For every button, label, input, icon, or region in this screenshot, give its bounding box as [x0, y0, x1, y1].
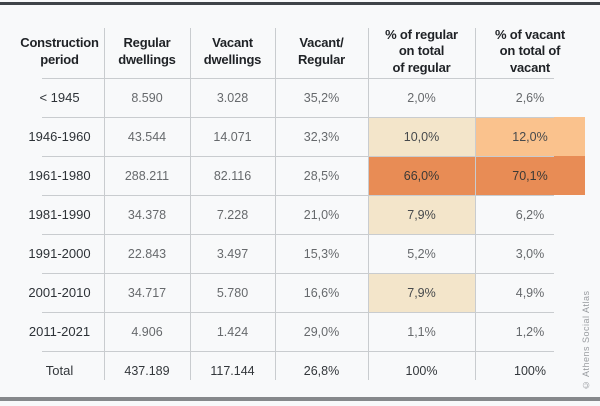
cell-pct-regular: 1,1%	[407, 324, 436, 339]
cell-pct-regular: 5,2%	[407, 246, 436, 261]
cell-vacant-regular-ratio: 28,5%	[303, 168, 340, 183]
dwellings-table: Construction period Regular dwellings Va…	[15, 25, 585, 390]
cell-pct-vacant-highlighted: 70,1%	[475, 156, 585, 195]
top-border-rule	[0, 2, 600, 5]
grid-line	[42, 273, 554, 274]
cell-vacant-regular-ratio: 32,3%	[303, 129, 340, 144]
cell-pct-regular: 100%	[405, 363, 438, 378]
col-header-construction-period: Construction period	[20, 35, 99, 67]
cell-regular-dwellings: 8.590	[131, 90, 163, 105]
grid-line	[475, 28, 476, 380]
table-row: 2011-2021 4.906 1.424 29,0% 1,1% 1,2%	[15, 312, 585, 351]
cell-period: 2001-2010	[28, 285, 91, 300]
cell-regular-dwellings: 4.906	[131, 324, 163, 339]
cell-vacant-dwellings: 5.780	[216, 285, 249, 300]
table-header-row: Construction period Regular dwellings Va…	[15, 25, 585, 78]
cell-pct-regular-highlighted: 66,0%	[368, 156, 475, 195]
col-header-pct-vacant: % of vacant on total of vacant	[494, 27, 566, 75]
cell-vacant-regular-ratio: 16,6%	[303, 285, 340, 300]
cell-period: 1961-1980	[28, 168, 91, 183]
cell-vacant-regular-ratio: 29,0%	[303, 324, 340, 339]
col-header-vacant-dwellings: Vacant dwellings	[203, 35, 262, 67]
grid-line	[42, 351, 554, 352]
cell-vacant-dwellings: 82.116	[213, 168, 252, 183]
grid-line	[42, 156, 554, 157]
grid-line	[275, 28, 276, 380]
cell-period: 1981-1990	[28, 207, 91, 222]
col-header-vacant-regular-ratio: Vacant/ Regular	[297, 35, 345, 67]
col-header-pct-regular: % of regular on total of regular	[385, 27, 458, 75]
cell-vacant-regular-ratio: 21,0%	[303, 207, 340, 222]
table-row: 1946-1960 43.544 14.071 32,3% 10,0% 12,0…	[15, 117, 585, 156]
cell-regular-dwellings: 34.378	[127, 207, 167, 222]
attribution-text: © Athens Social Atlas	[581, 290, 591, 390]
table-row: 1961-1980 288.211 82.116 28,5% 66,0% 70,…	[15, 156, 585, 195]
bottom-border-rule	[0, 397, 600, 401]
cell-regular-dwellings: 43.544	[127, 129, 167, 144]
grid-line	[104, 28, 105, 380]
cell-pct-vacant: 100%	[514, 363, 546, 378]
cell-pct-regular-highlighted: 7,9%	[368, 195, 475, 234]
cell-period: 1991-2000	[28, 246, 91, 261]
cell-regular-dwellings: 22.843	[127, 246, 167, 261]
cell-pct-vacant: 4,9%	[515, 285, 545, 300]
table-row: < 1945 8.590 3.028 35,2% 2,0% 2,6%	[15, 78, 585, 117]
cell-pct-vacant: 1,2%	[515, 324, 545, 339]
cell-vacant-dwellings: 3.028	[216, 90, 249, 105]
cell-period: 2011-2021	[28, 324, 91, 339]
grid-line	[190, 28, 191, 380]
cell-pct-vacant: 6,2%	[515, 207, 545, 222]
cell-vacant-dwellings: 1.424	[216, 324, 249, 339]
cell-vacant-dwellings: 3.497	[216, 246, 249, 261]
cell-period: 1946-1960	[28, 129, 91, 144]
cell-pct-vacant: 3,0%	[515, 246, 545, 261]
cell-regular-dwellings: 437.189	[124, 363, 170, 378]
table-row: 2001-2010 34.717 5.780 16,6% 7,9% 4,9%	[15, 273, 585, 312]
cell-vacant-regular-ratio: 26,8%	[303, 363, 340, 378]
cell-pct-regular: 2,0%	[407, 90, 436, 105]
cell-vacant-regular-ratio: 15,3%	[303, 246, 340, 261]
cell-vacant-regular-ratio: 35,2%	[303, 90, 340, 105]
cell-pct-vacant-highlighted: 12,0%	[475, 117, 585, 156]
cell-vacant-dwellings: 14.071	[213, 129, 252, 144]
table-row-total: Total 437.189 117.144 26,8% 100% 100%	[15, 351, 585, 390]
col-header-regular-dwellings: Regular dwellings	[118, 35, 176, 67]
grid-line	[42, 117, 554, 118]
cell-pct-regular-highlighted: 7,9%	[368, 273, 475, 312]
cell-regular-dwellings: 288.211	[124, 168, 170, 183]
table-row: 1991-2000 22.843 3.497 15,3% 5,2% 3,0%	[15, 234, 585, 273]
cell-vacant-dwellings: 117.144	[210, 363, 255, 378]
grid-line	[42, 312, 554, 313]
grid-line	[42, 195, 554, 196]
grid-line	[368, 28, 369, 380]
table-row: 1981-1990 34.378 7.228 21,0% 7,9% 6,2%	[15, 195, 585, 234]
cell-regular-dwellings: 34.717	[127, 285, 167, 300]
cell-vacant-dwellings: 7.228	[216, 207, 249, 222]
grid-line	[42, 78, 554, 79]
cell-period: Total	[45, 363, 74, 378]
cell-period: < 1945	[39, 90, 80, 105]
cell-pct-vacant: 2,6%	[515, 90, 545, 105]
cell-pct-regular-highlighted: 10,0%	[368, 117, 475, 156]
grid-line	[42, 234, 554, 235]
